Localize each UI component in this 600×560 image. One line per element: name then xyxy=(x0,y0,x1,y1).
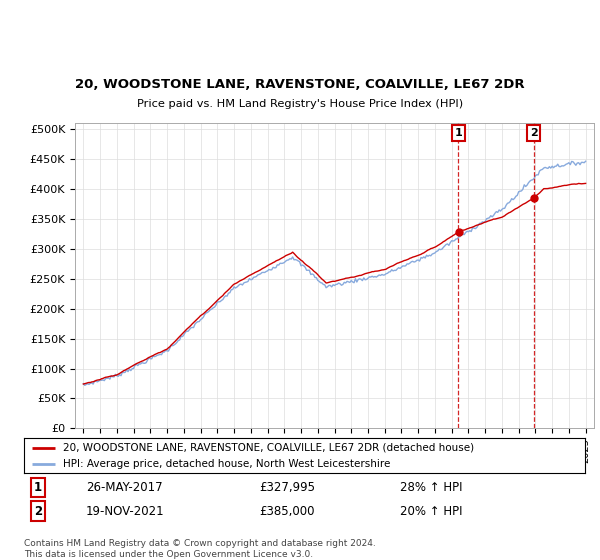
Text: 28% ↑ HPI: 28% ↑ HPI xyxy=(400,481,463,494)
Text: Contains HM Land Registry data © Crown copyright and database right 2024.
This d: Contains HM Land Registry data © Crown c… xyxy=(24,539,376,559)
Text: £327,995: £327,995 xyxy=(260,481,316,494)
Text: 20, WOODSTONE LANE, RAVENSTONE, COALVILLE, LE67 2DR (detached house): 20, WOODSTONE LANE, RAVENSTONE, COALVILL… xyxy=(63,443,475,453)
Text: 20% ↑ HPI: 20% ↑ HPI xyxy=(400,505,463,518)
Text: 1: 1 xyxy=(34,481,42,494)
Text: £385,000: £385,000 xyxy=(260,505,315,518)
Text: 26-MAY-2017: 26-MAY-2017 xyxy=(86,481,163,494)
Text: HPI: Average price, detached house, North West Leicestershire: HPI: Average price, detached house, Nort… xyxy=(63,459,391,469)
Text: 20, WOODSTONE LANE, RAVENSTONE, COALVILLE, LE67 2DR: 20, WOODSTONE LANE, RAVENSTONE, COALVILL… xyxy=(75,78,525,91)
Text: Price paid vs. HM Land Registry's House Price Index (HPI): Price paid vs. HM Land Registry's House … xyxy=(137,99,463,109)
Text: 2: 2 xyxy=(34,505,42,518)
Text: 2: 2 xyxy=(530,128,538,138)
Text: 19-NOV-2021: 19-NOV-2021 xyxy=(86,505,164,518)
Text: 1: 1 xyxy=(454,128,462,138)
